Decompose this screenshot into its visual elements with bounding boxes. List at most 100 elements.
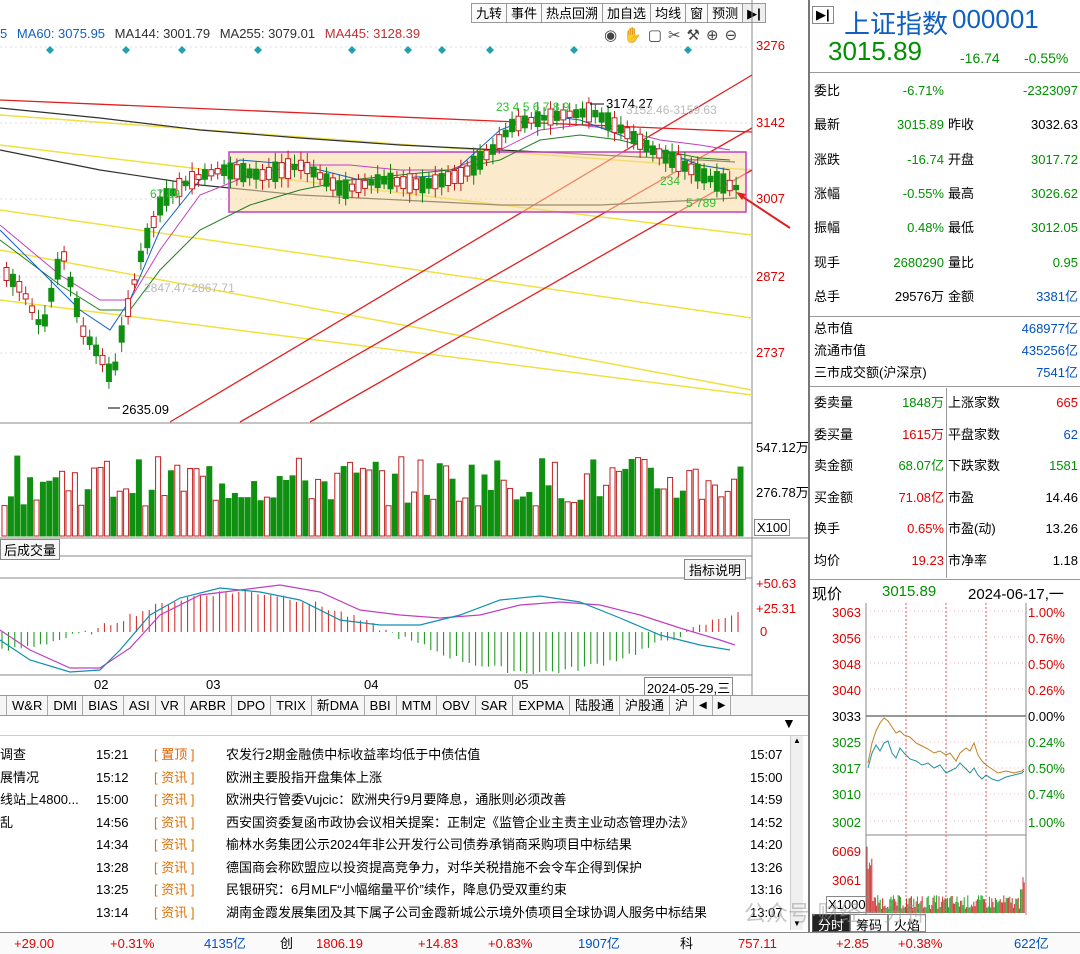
tab-ind-mtm[interactable]: MTM [397, 696, 438, 715]
tab-ind-dpo[interactable]: DPO [232, 696, 272, 715]
news-time-right: 15:00 [750, 769, 783, 785]
tab-ind-scroll-left[interactable] [0, 696, 7, 715]
tab-ind-asi[interactable]: ASI [124, 696, 156, 715]
volume-bar [257, 500, 264, 537]
volume-bar [545, 485, 552, 537]
news-tag-label: 资讯 [161, 837, 188, 852]
candle [662, 149, 669, 164]
quote-nav-icon[interactable]: ▶| [812, 6, 834, 24]
quote-value: 29576万 [894, 288, 944, 304]
volume-bar [359, 467, 366, 537]
volume-bar [391, 473, 398, 537]
candle [733, 184, 740, 191]
intraday-right-tick: 0.24% [1028, 735, 1065, 750]
candle [86, 336, 93, 346]
volume-bar [571, 502, 578, 537]
hand-icon[interactable]: ✋ [623, 27, 648, 44]
volume-bar [443, 465, 450, 537]
news-item[interactable]: 线站上4800... 15:00 [ 资讯 ] 欧洲央行管委Vujcic：欧洲央行9月… [0, 789, 800, 811]
candle [553, 110, 560, 121]
market-ticker-bar: +29.00 +0.31% 4135亿 创 1806.19 +14.83 +0.83% 190… [0, 932, 1080, 954]
toolbar-btn-hot-review[interactable]: 热点回溯 [541, 3, 604, 23]
tab-ind-bbi[interactable]: BBI [365, 696, 397, 715]
volume-bar [731, 478, 738, 537]
tab-scroll-right-icon[interactable]: ▶ [713, 696, 732, 715]
tab-ind-hu[interactable]: 沪 [670, 696, 694, 715]
volume-bar [251, 481, 258, 537]
eye-icon[interactable]: ◉ [604, 27, 624, 44]
tab-scroll-left-icon[interactable]: ◀ [694, 696, 713, 715]
news-item[interactable]: 13:25 [ 资讯 ] 民银研究：6月MLF“小幅缩量平价”续作，降息仍受双重约束… [0, 879, 800, 901]
news-item[interactable]: 展情况 15:12 [ 资讯 ] 欧洲主要股指开盘集体上涨 15:00 [0, 767, 800, 789]
volume-bar [404, 502, 411, 537]
candle [681, 160, 688, 172]
candle [99, 354, 106, 366]
toolbar-btn-ma[interactable]: 均线 [650, 3, 687, 23]
candle [573, 109, 580, 119]
indicator-help-button[interactable]: 指标说明 [684, 559, 747, 580]
ticker-value: 1806.19 [316, 936, 363, 951]
tab-ind-obv[interactable]: OBV [437, 696, 476, 715]
ticker-value: 757.11 [738, 936, 777, 951]
zoom-in-icon[interactable]: ⊕ [706, 27, 725, 44]
scissors-icon[interactable]: ✂ [667, 27, 687, 44]
volume-bar [91, 467, 98, 537]
volume-label[interactable]: 后成交量 [0, 539, 61, 560]
candle [713, 171, 720, 192]
tab-ind-wr[interactable]: W&R [7, 696, 49, 715]
quote-label-right: 最高 [948, 185, 975, 201]
quote-row: 涨跌 -16.74 开盘 3017.72 [812, 145, 1080, 175]
news-scrollbar[interactable]: ▲ ▼ [790, 736, 803, 930]
news-item[interactable]: 14:34 [ 资讯 ] 榆林水务集团公示2024年非公开发行公司债券承销商采购项目… [0, 834, 800, 856]
tab-ind-dmi[interactable]: DMI [48, 696, 84, 715]
volume-bar [679, 490, 686, 537]
candle [393, 177, 400, 187]
news-title: 民银研究：6月MLF“小幅缩量平价”续作，降息仍受双重约束 [226, 882, 567, 897]
cap-value: 468977亿 [1021, 321, 1078, 336]
tab-ind-lugutong[interactable]: 陆股通 [570, 696, 620, 715]
volume-bar [52, 477, 59, 537]
chart-toolbar: 九转 事件 热点回溯 加自选 均线 窗 预测 ▶| [471, 3, 766, 23]
tab-intraday-chips[interactable]: 筹码 [850, 914, 889, 933]
market-cap-row: 总市值 468977亿 [812, 318, 1080, 340]
news-item[interactable]: 13:28 [ 资讯 ] 德国商会称欧盟应以投资提高竞争力，对华关税措施不会令车企得… [0, 857, 800, 879]
order-label-right: 平盘家数 [948, 426, 1001, 442]
candle [221, 164, 228, 177]
toolbar-btn-window[interactable]: 窗 [685, 3, 709, 23]
volume-bar [430, 498, 437, 537]
news-list: 调查 15:21 [ 置顶 ] 农发行2期金融债中标收益率均低于中债估值 15:07 展情… [0, 744, 808, 930]
tab-ind-trix[interactable]: TRIX [271, 696, 312, 715]
news-close-icon[interactable]: ▼ [782, 715, 796, 731]
tab-intraday-flame[interactable]: 火焰 [888, 914, 927, 933]
news-item[interactable]: 乱 14:56 [ 资讯 ] 西安国资委复函市政协会议相关提案：正制定《监管企业主责主… [0, 812, 800, 834]
scroll-down-icon[interactable]: ▼ [793, 919, 801, 928]
tab-ind-arbr[interactable]: ARBR [185, 696, 232, 715]
toolbar-nav-arrow[interactable]: ▶| [742, 3, 766, 23]
news-item[interactable]: 13:14 [ 资讯 ] 湖南金霞发展集团及其下属子公司金霞新城公示境外债项目全球协… [0, 902, 800, 924]
toolbar-btn-add-watch[interactable]: 加自选 [602, 3, 652, 23]
volume-bar [27, 477, 34, 537]
tab-ind-vr[interactable]: VR [156, 696, 185, 715]
toolbar-btn-events[interactable]: 事件 [506, 3, 543, 23]
volume-bar [699, 498, 706, 537]
tools-icon[interactable]: ⚒ [686, 27, 706, 44]
square-icon[interactable]: ▢ [647, 27, 668, 44]
quote-label: 振幅 [814, 220, 841, 236]
ma-legend: 5 MA60: 3075.95 MA144: 3001.79 MA255: 30… [0, 26, 470, 44]
tab-ind-sar[interactable]: SAR [476, 696, 514, 715]
tab-ind-bias[interactable]: BIAS [83, 696, 124, 715]
volume-bar [737, 466, 744, 537]
scroll-up-icon[interactable]: ▲ [793, 736, 801, 745]
tab-ind-newdma[interactable]: 新DMA [312, 696, 365, 715]
volume-bar [97, 466, 104, 537]
volume-bar [161, 495, 168, 537]
volume-bar [385, 505, 392, 537]
tab-ind-expma[interactable]: EXPMA [513, 696, 570, 715]
quote-label: 涨幅 [814, 185, 841, 201]
order-value: 68.07亿 [898, 458, 944, 474]
volume-bar [500, 479, 507, 537]
tab-ind-hugutong[interactable]: 沪股通 [620, 696, 670, 715]
tab-intraday-timeshare[interactable]: 分时 [812, 914, 851, 933]
news-item[interactable]: 调查 15:21 [ 置顶 ] 农发行2期金融债中标收益率均低于中债估值 15:07 [0, 744, 800, 766]
zoom-out-icon[interactable]: ⊖ [724, 27, 744, 44]
